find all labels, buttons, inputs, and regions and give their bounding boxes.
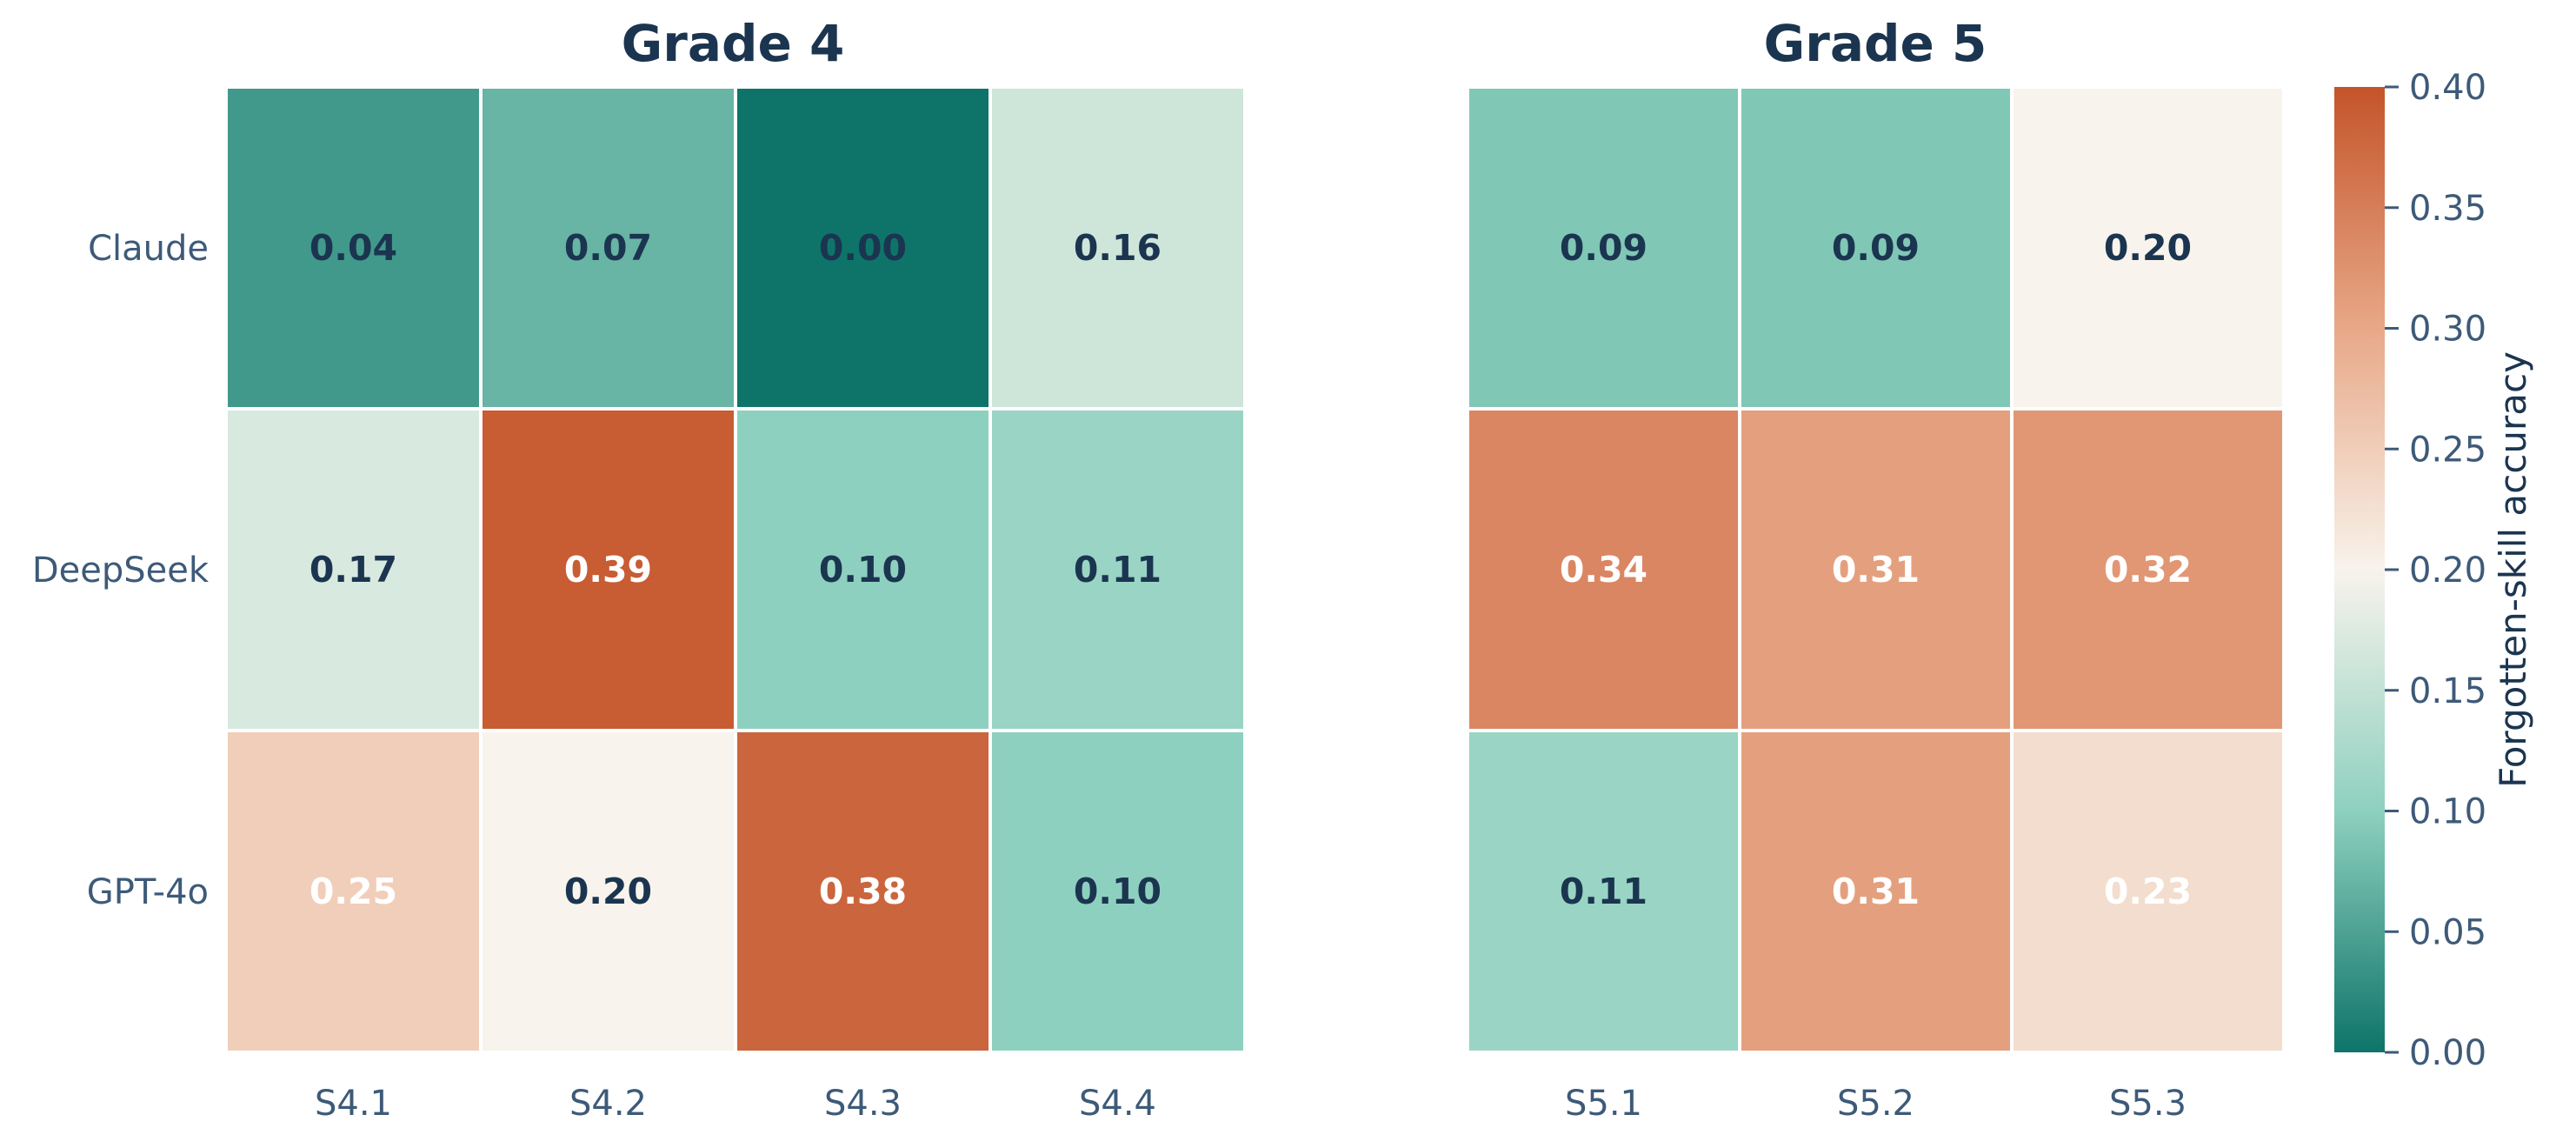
heatmap-cell: [1466, 85, 1741, 410]
heatmap-cell: [224, 729, 483, 1054]
heatmap-cell: [1738, 407, 2014, 732]
cell-value-label: 0.10: [1074, 871, 1162, 912]
heatmap-cell: [988, 407, 1247, 732]
colorbar-tick-label: 0.15: [2409, 671, 2486, 711]
heatmap-cell: [988, 729, 1247, 1054]
cell-value-label: 0.09: [1560, 227, 1647, 269]
heatmap-cell: [1466, 407, 1741, 732]
heatmap-cell: [2010, 729, 2286, 1054]
cell-value-label: 0.39: [564, 549, 652, 591]
heatmap-cell: [988, 85, 1247, 410]
colorbar: 0.00 0.05 0.10 0.15 0.20 0.25 0.30 0.35 0.40 For…: [2334, 68, 2534, 1073]
cell-value-label: 0.31: [1832, 871, 1920, 912]
grade-4-row-labels: Claude DeepSeek GPT-4o: [32, 229, 210, 912]
heatmap-cell: [2010, 85, 2286, 410]
cell-value-label: 0.11: [1074, 549, 1162, 591]
colorbar-tick-label: 0.00: [2409, 1033, 2486, 1073]
grade-4-column-labels: S4.1 S4.2 S4.3 S4.4: [315, 1084, 1156, 1124]
column-label: S5.1: [1565, 1084, 1642, 1124]
cell-value-label: 0.25: [310, 871, 397, 912]
cell-value-label: 0.11: [1560, 871, 1647, 912]
colorbar-gradient: [2334, 87, 2385, 1052]
column-label: S5.2: [1837, 1084, 1914, 1124]
grade-5-title: Grade 5: [1764, 14, 1987, 73]
colorbar-ticks: 0.00 0.05 0.10 0.15 0.20 0.25 0.30 0.35 0.40: [2385, 68, 2486, 1073]
colorbar-tick-label: 0.30: [2409, 310, 2486, 350]
grade-4-title: Grade 4: [622, 14, 845, 73]
grade-4-cells: 0.04 0.07 0.00 0.16 0.17 0.39 0.10 0.11 0.25 0.20…: [224, 85, 1247, 1054]
cell-value-label: 0.20: [2104, 227, 2192, 269]
heatmap-cell: [1738, 85, 2014, 410]
cell-value-label: 0.10: [819, 549, 907, 591]
grade-5-panel: Grade 5 0.09 0.09 0.20 0.34 0.31 0.32 0.11 0.31…: [1466, 14, 2286, 1124]
colorbar-title: Forgotten-skill accuracy: [2492, 351, 2534, 788]
column-label: S4.4: [1079, 1084, 1156, 1124]
cell-value-label: 0.16: [1074, 227, 1162, 269]
colorbar-tick-label: 0.05: [2409, 912, 2486, 952]
colorbar-tick-label: 0.10: [2409, 792, 2486, 832]
row-label: GPT-4o: [87, 872, 209, 912]
heatmap-cell: [2010, 407, 2286, 732]
cell-value-label: 0.07: [564, 227, 652, 269]
heatmap-cell: [1738, 729, 2014, 1054]
heatmap-cell: [479, 85, 737, 410]
cell-value-label: 0.04: [310, 227, 397, 269]
grade-4-panel: Grade 4 0.04 0.07 0.00 0.16 0.17 0.39 0.10 0.11…: [32, 14, 1247, 1124]
column-label: S5.3: [2109, 1084, 2187, 1124]
cell-value-label: 0.20: [564, 871, 652, 912]
colorbar-tick-label: 0.40: [2409, 68, 2486, 108]
heatmap-cell: [224, 85, 483, 410]
grade-5-cells: 0.09 0.09 0.20 0.34 0.31 0.32 0.11 0.31 0.23: [1466, 85, 2286, 1054]
heatmap-cell: [734, 85, 992, 410]
colorbar-tick-label: 0.35: [2409, 189, 2486, 229]
heatmap-cell: [1466, 729, 1741, 1054]
column-label: S4.1: [315, 1084, 392, 1124]
cell-value-label: 0.00: [819, 227, 907, 269]
cell-value-label: 0.31: [1832, 549, 1920, 591]
row-label: DeepSeek: [32, 551, 210, 591]
heatmap-cell: [479, 407, 737, 732]
cell-value-label: 0.09: [1832, 227, 1920, 269]
column-label: S4.3: [824, 1084, 902, 1124]
cell-value-label: 0.34: [1560, 549, 1647, 591]
column-label: S4.2: [569, 1084, 647, 1124]
cell-value-label: 0.32: [2104, 549, 2192, 591]
colorbar-tick-label: 0.20: [2409, 551, 2486, 591]
cell-value-label: 0.38: [819, 871, 907, 912]
heatmap-cell: [479, 729, 737, 1054]
colorbar-tick-label: 0.25: [2409, 430, 2486, 470]
grade-5-column-labels: S5.1 S5.2 S5.3: [1565, 1084, 2187, 1124]
cell-value-label: 0.17: [310, 549, 397, 591]
row-label: Claude: [88, 229, 209, 269]
cell-value-label: 0.23: [2104, 871, 2192, 912]
heatmap-cell: [224, 407, 483, 732]
